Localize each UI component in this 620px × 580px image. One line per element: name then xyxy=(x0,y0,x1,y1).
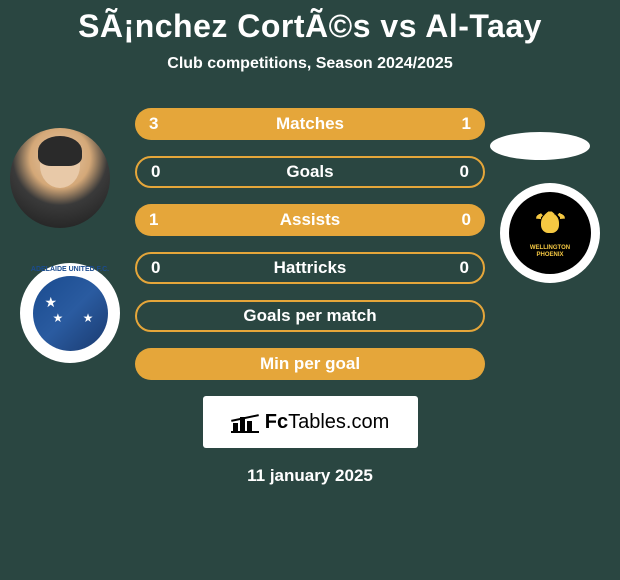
stats-area: ADELAIDE UNITED F.C. WELLINGTONPHOENIX 3… xyxy=(0,108,620,486)
date-text: 11 january 2025 xyxy=(0,466,620,486)
stat-right-value: 1 xyxy=(462,114,471,134)
team-logo-right-text: WELLINGTONPHOENIX xyxy=(530,245,570,258)
team-logo-right: WELLINGTONPHOENIX xyxy=(500,183,600,283)
stat-label: Min per goal xyxy=(260,354,360,374)
page-title: SÃ¡nchez CortÃ©s vs Al-Taay xyxy=(0,8,620,45)
brand-text: FcTables.com xyxy=(265,411,390,434)
stat-label: Assists xyxy=(280,210,340,230)
stat-row: Goals per match xyxy=(135,300,485,332)
phoenix-icon xyxy=(528,208,573,243)
stat-row: 0 Hattricks 0 xyxy=(135,252,485,284)
stat-label: Hattricks xyxy=(274,258,347,278)
stat-row: 3 Matches 1 xyxy=(135,108,485,140)
chart-icon xyxy=(231,411,259,433)
stat-right-value: 0 xyxy=(460,258,469,278)
player-photo-left xyxy=(10,128,110,228)
stat-left-value: 3 xyxy=(149,114,158,134)
stat-label: Goals xyxy=(286,162,333,182)
stat-right-value: 0 xyxy=(460,162,469,182)
stat-row: 1 Assists 0 xyxy=(135,204,485,236)
brand-logo: FcTables.com xyxy=(203,396,418,448)
stat-right-value: 0 xyxy=(462,210,471,230)
stat-row: 0 Goals 0 xyxy=(135,156,485,188)
team-logo-left: ADELAIDE UNITED F.C. xyxy=(20,263,120,363)
stat-left-value: 0 xyxy=(151,162,160,182)
stat-row: Min per goal xyxy=(135,348,485,380)
stat-left-value: 0 xyxy=(151,258,160,278)
page-subtitle: Club competitions, Season 2024/2025 xyxy=(0,55,620,73)
player-photo-right-placeholder xyxy=(490,132,590,160)
stat-label: Matches xyxy=(276,114,344,134)
team-logo-left-text: ADELAIDE UNITED F.C. xyxy=(20,266,120,273)
team-logo-right-badge: WELLINGTONPHOENIX xyxy=(509,192,591,274)
comparison-card: SÃ¡nchez CortÃ©s vs Al-Taay Club competi… xyxy=(0,0,620,486)
stat-left-value: 1 xyxy=(149,210,158,230)
team-logo-left-badge xyxy=(33,276,108,351)
stat-label: Goals per match xyxy=(243,306,376,326)
